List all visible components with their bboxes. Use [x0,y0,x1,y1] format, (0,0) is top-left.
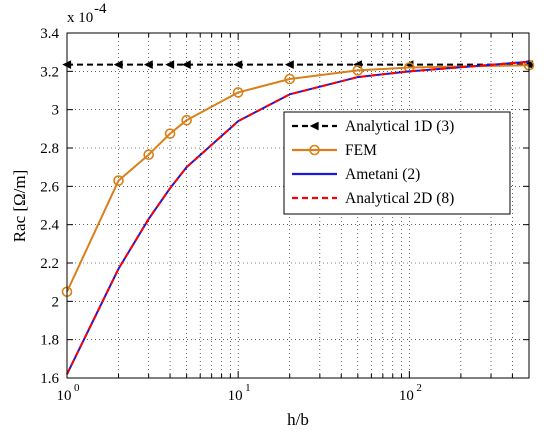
series-line [66,64,530,293]
x-tick-label-base: 10 [228,388,243,404]
x-tick-label: 10 2 [399,382,422,404]
x-tick-label-exponent: 1 [245,382,251,394]
legend-marker [309,144,320,156]
legend-label: FEM [345,142,377,159]
x-tick-label-exponent: 0 [74,382,80,394]
data-point [232,87,244,98]
data-point [143,149,154,161]
data-point [165,60,175,70]
y-tick-label: 1.8 [40,333,59,349]
series-line [66,60,530,375]
x-tick-label-exponent: 2 [416,382,422,394]
data-point [284,73,296,85]
legend-entry: Ametani (2) [292,166,420,183]
x-tick-label: 10 0 [57,382,81,404]
legend-entry: Analytical 1D (3) [292,118,454,135]
x-tick-label-base: 10 [57,388,72,404]
y-tick-label: 1.6 [40,371,59,387]
data-point [181,60,191,70]
data-point [113,60,123,70]
y-tick-label: 3.2 [40,64,59,80]
y-tick-label: 2.2 [40,256,59,272]
legend-box [283,111,511,215]
y-tick-label: 2.6 [40,179,59,195]
axes-frame [66,32,530,379]
ticks [66,32,530,379]
x-axis-label: h/b [287,410,309,429]
y-axis-label: Rac [Ω/m] [10,170,29,243]
y-tick-label: 2.8 [40,141,59,157]
data-point [113,175,124,186]
data-point [352,65,364,76]
data-point [164,128,176,139]
y-multiplier-text: x 10 [67,10,93,26]
y-tick-label: 2 [52,294,60,310]
legend-label: Analytical 1D (3) [345,118,454,135]
legend: Analytical 1D (3) FEM Ametani (2) Analytica… [283,111,511,215]
y-multiplier-exponent: -4 [94,1,107,17]
x-tick-label: 10 1 [228,382,251,404]
series-3 [66,60,530,375]
data-point [233,60,243,70]
y-multiplier: x 10 -4 [67,1,107,26]
legend-entry: FEM [292,142,377,159]
data-point [143,60,153,70]
legend-marker [309,121,319,131]
data-point [181,114,192,126]
y-tick-label: 3 [52,103,60,119]
legend-label: Analytical 2D (8) [345,190,454,207]
x-tick-label-base: 10 [399,388,414,404]
tick-labels: 1.61.822.22.42.62.833.23.410 0 10 1 10 2 [40,26,422,404]
y-tick-label: 3.4 [40,26,59,42]
legend-label: Ametani (2) [345,166,420,183]
y-tick-label: 2.4 [40,218,59,234]
data-point [284,60,294,70]
legend-entry: Analytical 2D (8) [292,190,454,207]
